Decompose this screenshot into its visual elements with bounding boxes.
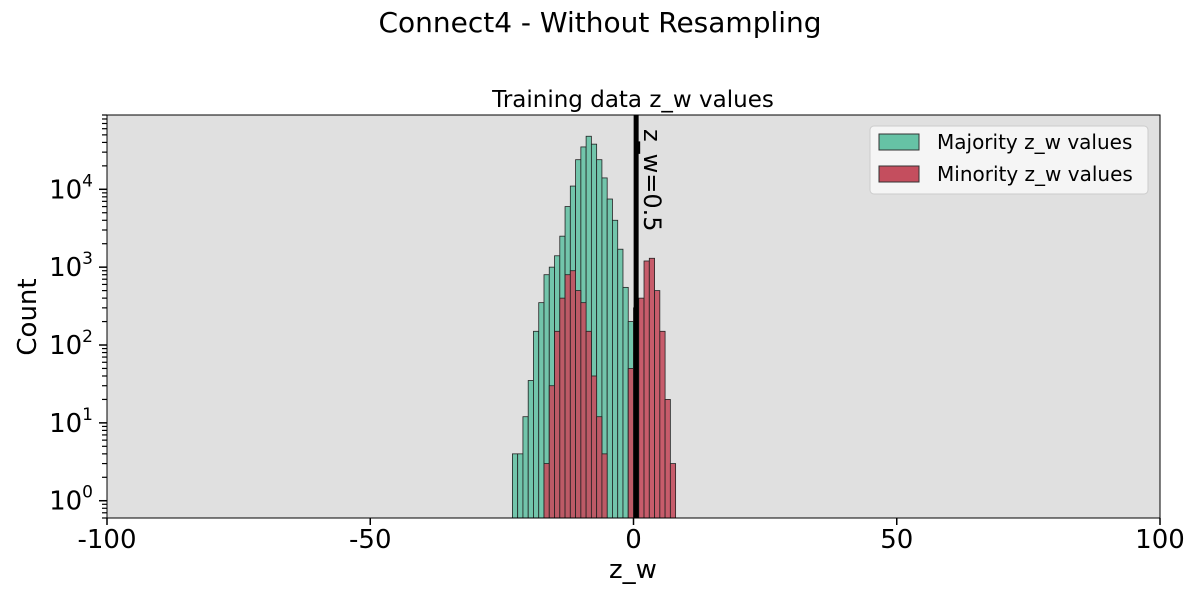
x-tick-label: -50 [349,525,391,555]
minority-bar [669,463,677,519]
majority-bar [622,286,629,519]
majority-bar [517,453,524,519]
y-tick-label: 102 [49,327,93,361]
majority-bar [522,416,529,519]
minority-bar [575,290,582,519]
majority-bar [527,380,534,519]
minority-bar [580,302,587,519]
majority-bar [533,330,540,519]
legend-label-minority: Minority z_w values [937,162,1133,186]
figure-title: Connect4 - Without Resampling [378,6,822,39]
majority-bar [538,302,545,519]
y-tick-label: 100 [49,483,93,517]
minority-bar [627,368,634,519]
legend-label-majority: Majority z_w values [937,130,1132,154]
legend-box [869,125,1149,195]
majority-bar [612,219,619,519]
minority-bar [601,453,608,519]
majority-bar [512,453,519,519]
x-tick-label: -100 [77,525,136,555]
minority-bar [664,399,671,519]
x-axis-label: z_w [609,555,657,585]
minority-bar [648,257,655,519]
x-tick-label: 100 [1135,525,1185,555]
minority-series [543,257,677,519]
x-tick-label: 0 [625,525,642,555]
majority-bar [606,198,613,519]
minority-bar [554,330,561,519]
minority-bar [590,375,598,519]
minority-bar [659,330,666,519]
x-tick-label: 50 [880,525,913,555]
legend-swatch-majority [878,133,920,151]
y-axis: 100 101 102 103 104 [49,114,107,519]
minority-bar [543,463,550,519]
y-tick-label: 101 [49,405,93,439]
minority-bar [564,274,571,519]
minority-bar [559,297,566,519]
x-axis: -100 -50 0 50 100 [77,518,1185,555]
majority-bar [617,248,624,519]
chart-title: Training data z_w values [491,87,774,113]
minority-bar [585,330,592,519]
minority-bar [569,270,576,519]
legend: Majority z_w values Minority z_w values [869,125,1149,195]
threshold-label: z_w=0.5 [638,129,666,232]
minority-bar [643,260,650,519]
minority-bar [638,297,645,519]
minority-bar [596,416,603,519]
minority-bar [548,385,555,519]
minority-bar [654,290,661,519]
y-axis-label: Count [13,278,43,355]
legend-swatch-minority [878,165,920,183]
y-tick-label: 104 [49,171,93,205]
y-tick-label: 103 [49,249,93,283]
